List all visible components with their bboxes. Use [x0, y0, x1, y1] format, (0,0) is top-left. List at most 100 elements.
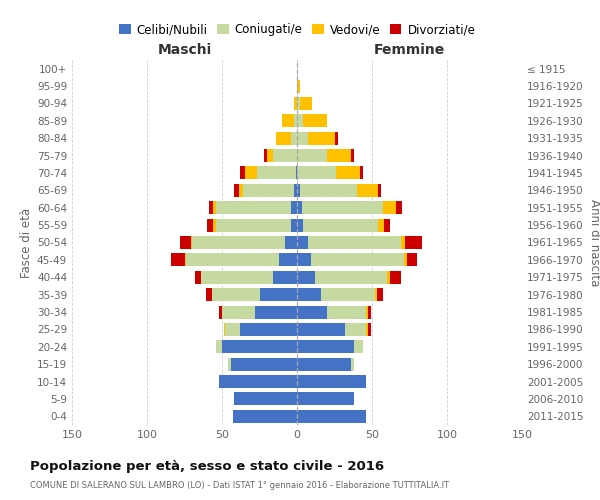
Bar — [327, 306, 366, 318]
Bar — [404, 254, 407, 266]
Bar — [207, 218, 213, 232]
Bar — [285, 236, 297, 249]
Bar — [234, 184, 239, 197]
Bar — [240, 166, 245, 179]
Bar — [378, 218, 384, 232]
Bar — [375, 288, 377, 301]
Bar — [354, 340, 363, 353]
Bar — [308, 236, 401, 249]
Bar — [378, 184, 381, 197]
Bar — [213, 218, 216, 232]
Bar — [279, 254, 297, 266]
Bar — [335, 132, 337, 144]
Bar — [205, 288, 212, 301]
Bar — [222, 306, 255, 318]
Bar — [228, 358, 231, 370]
Bar — [327, 149, 351, 162]
Bar — [191, 236, 192, 249]
Bar — [216, 340, 222, 353]
Bar — [383, 201, 396, 214]
Text: Maschi: Maschi — [157, 42, 212, 56]
Bar — [297, 97, 300, 110]
Bar — [243, 184, 294, 197]
Bar — [195, 270, 201, 284]
Bar — [366, 323, 367, 336]
Y-axis label: Fasce di età: Fasce di età — [20, 208, 33, 278]
Bar — [267, 149, 273, 162]
Bar — [294, 114, 297, 128]
Bar — [180, 236, 191, 249]
Bar — [297, 132, 308, 144]
Bar — [233, 410, 297, 423]
Bar — [240, 323, 297, 336]
Bar — [291, 218, 297, 232]
Bar — [245, 166, 257, 179]
Bar — [405, 236, 421, 249]
Bar — [302, 201, 383, 214]
Bar — [297, 149, 327, 162]
Bar — [297, 254, 311, 266]
Bar — [351, 358, 354, 370]
Y-axis label: Anni di nascita: Anni di nascita — [588, 199, 600, 286]
Bar — [407, 254, 417, 266]
Bar — [396, 201, 402, 214]
Bar — [297, 80, 300, 92]
Bar — [351, 149, 354, 162]
Bar — [297, 184, 300, 197]
Bar — [297, 392, 354, 406]
Bar — [257, 166, 296, 179]
Bar — [260, 288, 297, 301]
Bar — [276, 132, 291, 144]
Bar — [234, 392, 297, 406]
Bar — [297, 166, 336, 179]
Text: Popolazione per età, sesso e stato civile - 2016: Popolazione per età, sesso e stato civil… — [30, 460, 384, 473]
Bar — [366, 306, 367, 318]
Bar — [213, 201, 216, 214]
Bar — [209, 201, 213, 214]
Bar — [297, 270, 315, 284]
Bar — [297, 288, 321, 301]
Bar — [282, 114, 294, 128]
Bar — [297, 375, 366, 388]
Bar — [297, 114, 303, 128]
Bar — [216, 218, 291, 232]
Bar — [297, 306, 327, 318]
Bar — [384, 218, 390, 232]
Bar — [186, 254, 279, 266]
Bar — [300, 97, 312, 110]
Text: COMUNE DI SALERANO SUL LAMBRO (LO) - Dati ISTAT 1° gennaio 2016 - Elaborazione T: COMUNE DI SALERANO SUL LAMBRO (LO) - Dat… — [30, 481, 449, 490]
Bar — [390, 270, 401, 284]
Bar — [219, 375, 297, 388]
Bar — [216, 201, 291, 214]
Bar — [185, 254, 186, 266]
Bar — [273, 149, 297, 162]
Bar — [297, 410, 366, 423]
Bar — [300, 184, 357, 197]
Bar — [291, 132, 297, 144]
Legend: Celibi/Nubili, Coniugati/e, Vedovi/e, Divorziati/e: Celibi/Nubili, Coniugati/e, Vedovi/e, Di… — [114, 18, 480, 41]
Bar — [297, 323, 345, 336]
Bar — [171, 254, 185, 266]
Text: Femmine: Femmine — [374, 42, 445, 56]
Bar — [336, 166, 360, 179]
Bar — [297, 218, 303, 232]
Bar — [377, 288, 383, 301]
Bar — [219, 306, 222, 318]
Bar — [212, 288, 260, 301]
Bar — [294, 97, 297, 110]
Bar — [294, 184, 297, 197]
Bar — [401, 236, 405, 249]
Bar — [367, 323, 371, 336]
Bar — [273, 270, 297, 284]
Bar — [264, 149, 267, 162]
Bar — [291, 201, 297, 214]
Bar — [239, 184, 243, 197]
Bar — [387, 270, 390, 284]
Bar — [303, 218, 378, 232]
Bar — [308, 132, 335, 144]
Bar — [296, 166, 297, 179]
Bar — [303, 114, 327, 128]
Bar — [297, 340, 354, 353]
Bar — [360, 166, 363, 179]
Bar — [231, 358, 297, 370]
